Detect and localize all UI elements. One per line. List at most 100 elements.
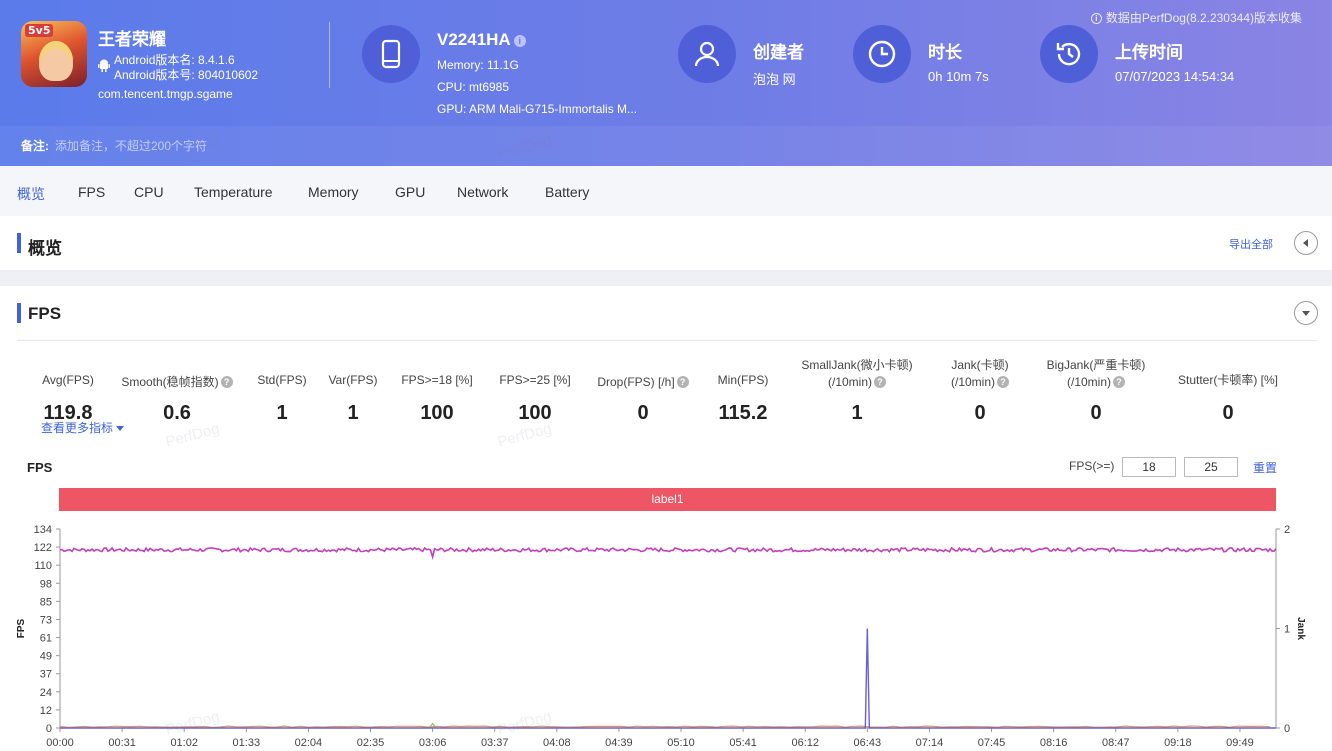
more-metrics-link[interactable]: 查看更多指标 (41, 419, 125, 436)
metric-label-unit: (/10min) (950, 375, 995, 389)
green-bump (429, 722, 437, 728)
report-header: 5v5 王者荣耀 Android版本名: 8.4.1.6 Android版本号:… (0, 0, 1332, 166)
phone-icon (362, 25, 420, 83)
y2-tick-label: 0 (1284, 723, 1290, 735)
y2-tick-label: 2 (1284, 524, 1290, 536)
x-tick-label: 02:35 (357, 737, 385, 749)
caret-left-icon (1303, 239, 1308, 247)
metric-value: 0 (974, 402, 986, 424)
y2-axis-label: Jank (1295, 617, 1306, 640)
device-model: V2241HA i (437, 30, 526, 50)
android-version-name: Android版本名: 8.4.1.6 (114, 53, 235, 67)
more-metrics-text: 查看更多指标 (41, 421, 114, 435)
threshold-input-2[interactable] (1184, 457, 1238, 477)
metric-label-unit: (/10min) (827, 375, 872, 389)
fps-accent (17, 303, 21, 323)
tab-bar: 概览 FPS CPU Temperature Memory GPU Networ… (0, 166, 1332, 216)
y-tick-label: 37 (40, 669, 52, 681)
metric-value: 119.8 (43, 402, 93, 424)
package-name: com.tencent.tmgp.sgame (98, 87, 233, 101)
collapse-down-button[interactable] (1294, 301, 1318, 325)
x-tick-label: 00:31 (108, 737, 136, 749)
x-tick-label: 06:12 (791, 737, 819, 749)
upload-value: 07/07/2023 14:54:34 (1115, 69, 1235, 84)
metric-label: Stutter(卡顿率) [%] (1177, 373, 1278, 387)
metric-0: Avg(FPS) (0, 373, 158, 388)
clock-icon (853, 25, 911, 83)
x-tick-label: 04:08 (543, 737, 571, 749)
tab-fps[interactable]: FPS (78, 184, 106, 200)
y-tick-label: 85 (40, 596, 52, 608)
y-tick-label: 61 (40, 633, 52, 645)
tab-overview[interactable]: 概览 (17, 186, 45, 202)
metric-value: 100 (518, 402, 552, 424)
source-note-text: 数据由PerfDog(8.2.230344)版本收集 (1105, 11, 1302, 25)
app-badge: 5v5 (25, 24, 54, 37)
tab-memory[interactable]: Memory (308, 184, 359, 200)
creator-label: 创建者 (753, 43, 804, 62)
overview-accent (17, 233, 21, 253)
help-icon[interactable]: ? (676, 375, 689, 388)
metric-2: Std(FPS) (192, 373, 372, 388)
overview-card (0, 216, 1332, 270)
android-version-code: Android版本号: 804010602 (114, 68, 259, 82)
metric-7: Min(FPS) (653, 373, 833, 388)
tab-network[interactable]: Network (457, 184, 509, 200)
reset-link[interactable]: 重置 (1253, 461, 1278, 475)
metric-label: Jank(卡顿) (951, 358, 1009, 372)
y-tick-label: 98 (40, 578, 52, 590)
collapse-left-button[interactable] (1294, 231, 1318, 255)
metric-3: Var(FPS) (263, 373, 443, 388)
device-model-text: V2241HA (437, 30, 511, 49)
metric-value: 115.2 (718, 402, 768, 424)
caret-down-icon (1302, 311, 1310, 316)
y-tick-label: 73 (40, 614, 52, 626)
y-tick-label: 24 (40, 687, 52, 699)
metric-1: Smooth(稳帧指数)? (87, 373, 267, 391)
upload-label: 上传时间 (1115, 43, 1183, 62)
y-tick-label: 110 (34, 560, 52, 572)
remark-input[interactable]: 添加备注，不超过200个字符 (55, 139, 208, 153)
y-tick-label: 134 (34, 524, 52, 536)
metric-label: Var(FPS) (328, 373, 378, 387)
metric-label: FPS>=25 [%] (499, 373, 571, 387)
tab-battery[interactable]: Battery (545, 184, 590, 200)
x-tick-label: 02:04 (295, 737, 323, 749)
help-icon[interactable]: ? (997, 375, 1009, 388)
x-tick-label: 01:33 (233, 737, 261, 749)
x-tick-label: 09:49 (1226, 737, 1254, 749)
remark-bar[interactable]: 备注: 添加备注，不超过200个字符 (0, 126, 1332, 166)
fps-title: FPS (28, 304, 62, 323)
help-icon[interactable]: ? (874, 375, 886, 388)
fps-chart[interactable]: 134 122 110 98 85 73 61 49 37 24 12 0 2 1 0 00:00 00:31 0… (0, 515, 1332, 751)
tab-temperature[interactable]: Temperature (194, 184, 273, 200)
y2-tick-label: 1 (1284, 624, 1290, 636)
y-tick-label: 122 (34, 542, 52, 554)
duration-label: 时长 (928, 43, 962, 62)
metric-value: 100 (420, 402, 454, 424)
label-bar[interactable]: label1 (59, 488, 1276, 511)
metric-value: 1 (851, 402, 863, 424)
creator-value: 泡泡 网 (753, 72, 796, 87)
tab-cpu[interactable]: CPU (134, 184, 164, 200)
dropdown-caret-icon (116, 426, 125, 431)
metric-value: 0 (1222, 402, 1234, 424)
metric-label: Min(FPS) (717, 373, 769, 387)
tab-gpu[interactable]: GPU (395, 184, 426, 200)
export-all-link[interactable]: 导出全部 (1229, 239, 1273, 251)
overview-title: 概览 (28, 239, 62, 258)
help-icon[interactable]: ? (1113, 375, 1125, 388)
android-icon (98, 59, 110, 72)
device-memory: Memory: 11.1G (437, 58, 519, 72)
metric-6: Drop(FPS) [/h]? (553, 373, 733, 391)
metric-label: Std(FPS) (257, 373, 307, 387)
metric-5: FPS>=25 [%] (445, 373, 625, 388)
metric-label: FPS>=18 [%] (401, 373, 473, 387)
history-icon (1040, 25, 1098, 83)
metric-value: 1 (276, 402, 288, 424)
threshold-input-1[interactable] (1122, 457, 1176, 477)
fps18-series-line (59, 725, 1271, 728)
help-icon[interactable]: ? (220, 375, 233, 388)
fps-card (0, 286, 1332, 751)
device-info-icon[interactable]: i (513, 34, 526, 47)
